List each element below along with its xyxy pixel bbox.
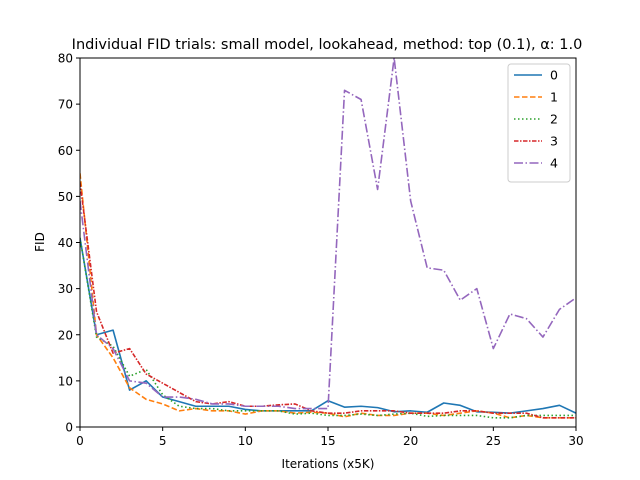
y-tick-label: 20	[58, 328, 73, 342]
y-tick-label: 60	[58, 144, 73, 158]
x-tick-label: 25	[486, 434, 501, 448]
x-tick-label: 10	[238, 434, 253, 448]
x-tick-label: 20	[403, 434, 418, 448]
x-axis-label: Iterations (x5K)	[282, 457, 375, 471]
y-axis: 0 10 20 30 40 50 60 70 80	[58, 52, 80, 435]
x-tick-label: 5	[159, 434, 167, 448]
x-axis: 0 5 10 15 20 25 30	[76, 427, 584, 448]
legend-label-2: 2	[550, 112, 558, 127]
series-line-4	[80, 58, 576, 410]
series-line-3	[80, 182, 576, 419]
legend-label-4: 4	[550, 156, 558, 171]
plot-area	[80, 58, 576, 419]
y-tick-label: 80	[58, 52, 73, 66]
legend-label-0: 0	[550, 68, 558, 83]
x-tick-label: 0	[76, 434, 84, 448]
y-tick-label: 50	[58, 190, 73, 204]
x-tick-label: 30	[568, 434, 583, 448]
legend-label-1: 1	[550, 90, 558, 105]
x-tick-label: 15	[320, 434, 335, 448]
chart-title: Individual FID trials: small model, look…	[72, 37, 583, 53]
y-axis-label: FID	[33, 232, 47, 252]
series-line-1	[80, 173, 576, 419]
y-tick-label: 10	[58, 374, 73, 388]
legend-label-3: 3	[550, 134, 558, 149]
series-line-0	[80, 237, 576, 414]
y-tick-label: 30	[58, 282, 73, 296]
plot-frame	[79, 57, 577, 428]
y-tick-label: 0	[65, 421, 73, 435]
y-tick-label: 40	[58, 236, 73, 250]
y-tick-label: 70	[58, 98, 73, 112]
legend-box	[507, 63, 571, 183]
legend: 0 1 2 3 4	[507, 63, 571, 183]
